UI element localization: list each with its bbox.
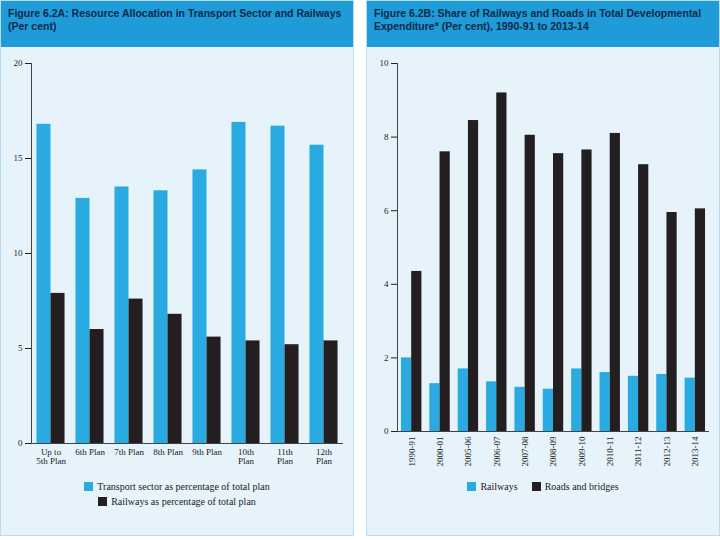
html-text:Roads and bridges: Roads and bridges <box>544 481 619 492</box>
svg-text:8th Plan: 8th Plan <box>153 447 183 457</box>
svg-text:15: 15 <box>14 153 24 163</box>
svg-text:10: 10 <box>380 58 390 68</box>
svg-text:2012-13: 2012-13 <box>662 436 672 466</box>
svg-text:12thPlan: 12thPlan <box>316 447 333 466</box>
svg-text:1990-91: 1990-91 <box>407 437 417 467</box>
svg-text:2006-07: 2006-07 <box>492 436 502 466</box>
svg-text:0: 0 <box>384 426 389 436</box>
html-text:Figure 6.2A: Resource Allocati: Figure 6.2A: Resource Allocation in Tran… <box>8 7 342 32</box>
svg-text:2013-14: 2013-14 <box>690 436 700 466</box>
svg-text:4: 4 <box>384 279 389 289</box>
svg-text:8: 8 <box>384 132 389 142</box>
svg-text:5: 5 <box>18 343 23 353</box>
svg-text:2010-11: 2010-11 <box>605 437 615 467</box>
svg-text:0: 0 <box>18 438 23 448</box>
svg-text:2009-10: 2009-10 <box>577 436 587 466</box>
svg-text:11thPlan: 11thPlan <box>277 447 294 466</box>
html-text:Figure 6.2B: Share of Railways: Figure 6.2B: Share of Railways and Roads… <box>374 7 702 32</box>
svg-text:20: 20 <box>14 58 24 68</box>
svg-text:2007-08: 2007-08 <box>520 436 530 466</box>
svg-text:10: 10 <box>14 248 24 258</box>
svg-text:7th Plan: 7th Plan <box>114 447 144 457</box>
html-text:Railways: Railways <box>480 481 518 492</box>
svg-text:2000-01: 2000-01 <box>435 437 445 467</box>
svg-text:9th Plan: 9th Plan <box>192 447 222 457</box>
svg-text:2008-09: 2008-09 <box>548 436 558 466</box>
svg-text:2005-06: 2005-06 <box>463 436 473 466</box>
svg-text:2: 2 <box>384 353 389 363</box>
html-text:Transport sector as percentage: Transport sector as percentage of total … <box>97 481 270 492</box>
svg-text:6th Plan: 6th Plan <box>75 447 105 457</box>
svg-text:Up to5th Plan: Up to5th Plan <box>36 447 66 466</box>
svg-text:10thPlan: 10thPlan <box>238 447 255 466</box>
svg-text:6: 6 <box>384 206 389 216</box>
svg-text:2011-12: 2011-12 <box>633 437 643 467</box>
html-text:Railways as percentage of tota: Railways as percentage of total plan <box>111 496 256 507</box>
